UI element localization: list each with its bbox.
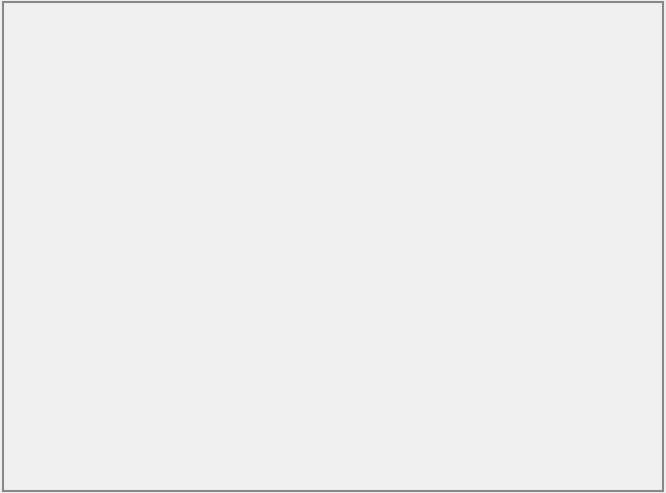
30% tolerance level [157, 349, 165, 354]
Text: LANT: LANT [226, 347, 251, 356]
50% tolerance level [162, 410, 170, 416]
Line: 30% tolerance level: 30% tolerance level [109, 225, 462, 417]
80% tolerance level [254, 380, 262, 386]
80% tolerance level [499, 257, 507, 263]
Text: SRBV: SRBV [88, 377, 115, 387]
Text: DEMO: DEMO [286, 285, 315, 295]
Text: WOPE: WOPE [159, 285, 188, 295]
50% tolerance level [518, 195, 526, 201]
Text: BLBE*: BLBE* [466, 224, 496, 234]
Line: 50% tolerance level: 50% tolerance level [163, 195, 526, 417]
Text: AMMA: AMMA [510, 255, 540, 265]
Text: WOPE: WOPE [276, 316, 305, 326]
X-axis label: Down wood diameter (cm): Down wood diameter (cm) [278, 468, 435, 481]
Text: AMMA: AMMA [353, 224, 383, 234]
Text: WOPE: WOPE [125, 285, 154, 295]
50% tolerance level [235, 257, 243, 263]
50% tolerance level [386, 226, 394, 232]
Y-axis label: Cumulative species: Cumulative species [29, 248, 41, 363]
Text: Figure EMC_S.sp-9: Figure EMC_S.sp-9 [13, 13, 129, 23]
80% tolerance level [254, 349, 262, 354]
Text: AMMA: AMMA [320, 255, 350, 265]
Text: DEMO: DEMO [153, 377, 183, 387]
Text: BLBE*: BLBE* [632, 224, 662, 234]
Text: DEMO: DEMO [75, 408, 105, 418]
50% tolerance level [191, 287, 199, 293]
Text: SRBV: SRBV [132, 408, 159, 418]
Text: LANT: LANT [163, 316, 188, 326]
50% tolerance level [191, 349, 199, 354]
Line: 80% tolerance level: 80% tolerance level [244, 225, 629, 417]
Text: BLBE**: BLBE** [246, 251, 281, 262]
50% tolerance level [191, 318, 199, 324]
Text: SANT: SANT [127, 316, 154, 326]
30% tolerance level [308, 257, 316, 263]
30% tolerance level [157, 318, 165, 324]
30% tolerance level [455, 226, 463, 232]
80% tolerance level [245, 410, 253, 416]
80% tolerance level [621, 226, 629, 232]
Text: SRBV: SRBV [215, 408, 242, 418]
Legend: 30% tolerance level, 50% tolerance level, 80% tolerance level: 30% tolerance level, 50% tolerance level… [69, 173, 214, 219]
80% tolerance level [274, 287, 282, 293]
Text: SANT: SANT [162, 347, 188, 356]
80% tolerance level [264, 318, 272, 324]
Text: SANT: SANT [225, 377, 251, 387]
50% tolerance level [186, 380, 194, 386]
Text: . Cumulative species curves for down wood diameter (cm) used at denning, resting: . Cumulative species curves for down woo… [115, 13, 663, 58]
30% tolerance level [118, 380, 126, 386]
30% tolerance level [108, 410, 116, 416]
30% tolerance level [157, 287, 165, 293]
Text: LANT: LANT [128, 347, 154, 356]
Text: BLBE*: BLBE* [529, 193, 559, 203]
